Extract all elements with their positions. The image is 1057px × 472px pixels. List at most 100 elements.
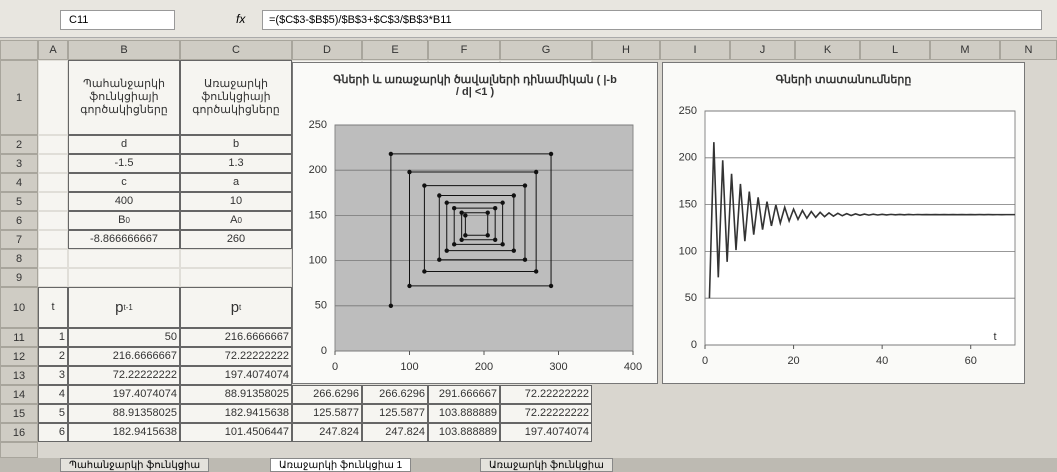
column-header[interactable]: D [292, 40, 362, 60]
cell[interactable]: 6 [38, 423, 68, 442]
cell[interactable]: 3 [38, 366, 68, 385]
cell[interactable] [38, 249, 68, 268]
row-header[interactable]: 13 [0, 366, 38, 385]
cell[interactable]: 10 [180, 192, 292, 211]
row-header[interactable] [0, 442, 38, 458]
cell[interactable] [38, 60, 68, 135]
row-header[interactable]: 11 [0, 328, 38, 347]
row-header[interactable]: 2 [0, 135, 38, 154]
row-header[interactable]: 7 [0, 230, 38, 249]
row-header[interactable]: 9 [0, 268, 38, 287]
cell[interactable]: c [68, 173, 180, 192]
cell[interactable]: 4 [38, 385, 68, 404]
cell[interactable]: 1.3 [180, 154, 292, 173]
cell[interactable] [38, 230, 68, 249]
cell[interactable]: 182.9415638 [180, 404, 292, 423]
sheet-tab[interactable]: Առաջարկի ֆունկցիա 1 [270, 458, 411, 472]
point [437, 257, 441, 261]
column-header[interactable]: M [930, 40, 1000, 60]
cell[interactable]: 266.6296 [362, 385, 428, 404]
cell[interactable]: 88.91358025 [180, 385, 292, 404]
column-header[interactable]: E [362, 40, 428, 60]
cell[interactable]: 72.22222222 [500, 385, 592, 404]
row-header[interactable]: 16 [0, 423, 38, 442]
cell[interactable]: 125.5877 [362, 404, 428, 423]
cell[interactable]: Պահանջարկի ֆունկցիայի գործակիցները [68, 60, 180, 135]
sheet-tab[interactable]: Պահանջարկի ֆունկցիա [60, 458, 209, 472]
cell[interactable]: Առաջարկի ֆունկցիայի գործակիցները [180, 60, 292, 135]
cell[interactable]: 197.4074074 [68, 385, 180, 404]
cell[interactable]: -8.866666667 [68, 230, 180, 249]
plot-area [705, 111, 1015, 345]
row-header[interactable]: 10 [0, 287, 38, 328]
cell[interactable]: 101.4506447 [180, 423, 292, 442]
column-header[interactable]: H [592, 40, 660, 60]
row-header[interactable]: 8 [0, 249, 38, 268]
cell[interactable]: 260 [180, 230, 292, 249]
row-header[interactable]: 12 [0, 347, 38, 366]
cell[interactable]: 2 [38, 347, 68, 366]
cell[interactable] [38, 154, 68, 173]
cell[interactable] [180, 249, 292, 268]
cell[interactable]: 216.6666667 [68, 347, 180, 366]
cell[interactable]: 197.4074074 [180, 366, 292, 385]
row-header[interactable]: 5 [0, 192, 38, 211]
cell[interactable]: 247.824 [292, 423, 362, 442]
cell[interactable]: 50 [68, 328, 180, 347]
cell[interactable]: 291.666667 [428, 385, 500, 404]
column-header[interactable]: A [38, 40, 68, 60]
row-header[interactable]: 4 [0, 173, 38, 192]
cell[interactable]: 72.22222222 [500, 404, 592, 423]
row-header[interactable]: 1 [0, 60, 38, 135]
column-header[interactable]: J [730, 40, 795, 60]
cell[interactable]: 400 [68, 192, 180, 211]
cell[interactable]: 247.824 [362, 423, 428, 442]
cell[interactable]: 72.22222222 [68, 366, 180, 385]
cell[interactable] [38, 173, 68, 192]
cell[interactable]: 182.9415638 [68, 423, 180, 442]
column-header[interactable]: L [860, 40, 930, 60]
cell[interactable]: 72.22222222 [180, 347, 292, 366]
cell[interactable]: b [180, 135, 292, 154]
formula-input[interactable]: =($C$3-$B$5)/$B$3+$C$3/$B$3*B11 [262, 10, 1042, 30]
column-header[interactable]: K [795, 40, 860, 60]
column-header[interactable]: B [68, 40, 180, 60]
cell[interactable]: 103.888889 [428, 423, 500, 442]
cell[interactable] [68, 249, 180, 268]
column-header[interactable]: C [180, 40, 292, 60]
cell[interactable] [38, 192, 68, 211]
cell[interactable]: 5 [38, 404, 68, 423]
select-all[interactable] [0, 40, 38, 60]
cell[interactable]: d [68, 135, 180, 154]
cell[interactable] [68, 268, 180, 287]
fx-button[interactable]: fx [236, 12, 245, 26]
column-header[interactable]: F [428, 40, 500, 60]
cell[interactable] [180, 268, 292, 287]
cell[interactable]: t [38, 287, 68, 328]
cell[interactable]: 197.4074074 [500, 423, 592, 442]
cell[interactable] [38, 211, 68, 230]
row-header[interactable]: 15 [0, 404, 38, 423]
cell[interactable]: 266.6296 [292, 385, 362, 404]
cell[interactable]: 1 [38, 328, 68, 347]
name-box[interactable]: C11 [60, 10, 175, 30]
column-header[interactable]: N [1000, 40, 1057, 60]
cell[interactable]: -1.5 [68, 154, 180, 173]
cell[interactable]: 88.91358025 [68, 404, 180, 423]
row-header[interactable]: 6 [0, 211, 38, 230]
column-header[interactable]: I [660, 40, 730, 60]
cell[interactable]: 125.5877 [292, 404, 362, 423]
column-header[interactable]: G [500, 40, 592, 60]
row-header[interactable]: 3 [0, 154, 38, 173]
cell[interactable] [38, 268, 68, 287]
cell[interactable]: 216.6666667 [180, 328, 292, 347]
cell[interactable]: 103.888889 [428, 404, 500, 423]
cell[interactable]: a [180, 173, 292, 192]
row-header[interactable]: 14 [0, 385, 38, 404]
cell[interactable] [38, 135, 68, 154]
sheet-tab[interactable]: Առաջարկի ֆունկցիա [480, 458, 613, 472]
